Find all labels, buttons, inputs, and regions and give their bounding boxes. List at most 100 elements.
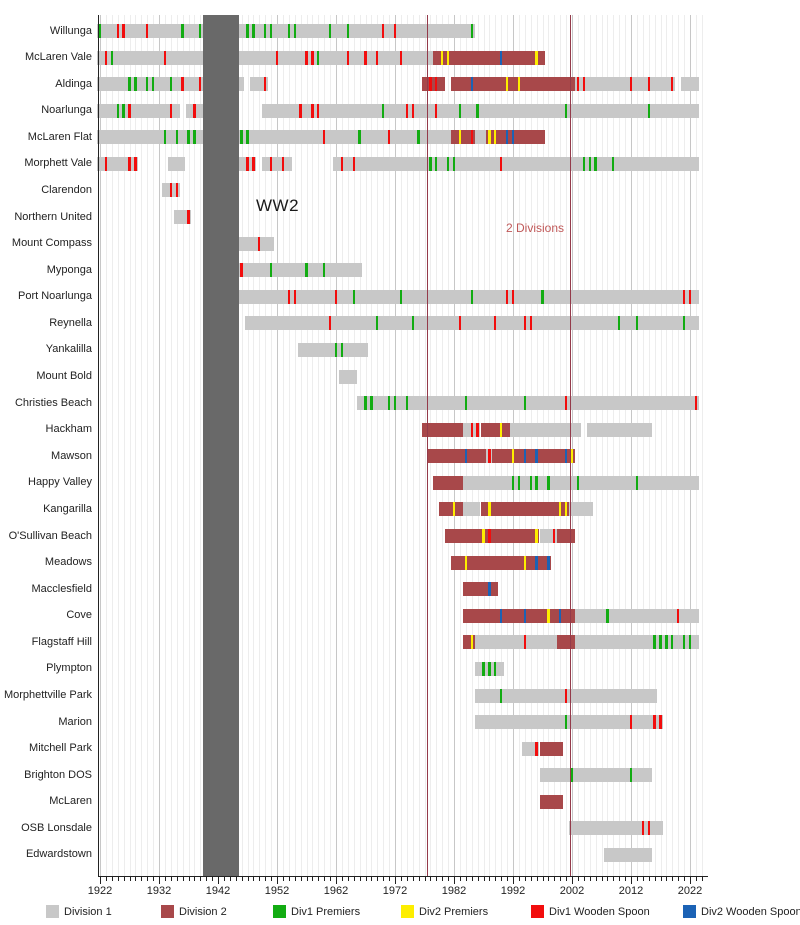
grid-line-year — [418, 15, 420, 876]
x-axis-minor-tick — [212, 877, 214, 881]
x-axis-minor-tick — [583, 877, 585, 881]
grid-line-decade — [395, 15, 396, 876]
grid-line-year — [625, 15, 627, 876]
division1-bar — [297, 342, 369, 357]
ww2-label: WW2 — [256, 196, 300, 215]
event-tick-p1 — [582, 156, 585, 171]
x-axis-tick-label: 2022 — [677, 885, 703, 897]
club-row-label: Morphettville Park — [3, 689, 92, 701]
grid-line-year — [589, 15, 591, 876]
event-tick-w2 — [470, 77, 473, 92]
grid-line-year — [471, 15, 473, 876]
x-axis-major-tick — [218, 877, 219, 884]
event-tick-w1 — [146, 24, 149, 38]
x-axis-minor-tick — [554, 877, 556, 881]
event-tick-p2 — [500, 422, 503, 437]
event-tick-p1 — [323, 263, 326, 278]
event-tick-w1 — [470, 130, 473, 145]
event-tick-w1 — [387, 130, 391, 145]
x-axis-minor-tick — [524, 877, 526, 881]
event-tick-p2 — [523, 555, 526, 570]
grid-line-year — [613, 15, 615, 876]
event-tick-p1 — [594, 156, 597, 171]
event-tick-p1 — [629, 768, 633, 783]
event-tick-w1 — [682, 289, 686, 304]
division1-bar — [604, 847, 652, 862]
event-tick-p2 — [511, 449, 515, 464]
x-axis-minor-tick — [359, 877, 361, 881]
event-tick-p1 — [334, 342, 338, 357]
event-tick-w1 — [311, 50, 314, 65]
grid-line-year — [654, 15, 656, 876]
event-tick-w1 — [323, 130, 326, 145]
event-tick-p2 — [564, 502, 568, 517]
event-tick-p1 — [151, 77, 155, 92]
x-axis-minor-tick — [577, 877, 579, 881]
event-tick-p1 — [387, 396, 391, 411]
event-tick-p1 — [564, 715, 568, 730]
x-axis-minor-tick — [347, 877, 349, 881]
grid-line-year — [560, 15, 562, 876]
division1-bar — [521, 741, 540, 756]
event-tick-w1 — [470, 422, 473, 437]
x-axis-minor-tick — [153, 877, 155, 881]
x-axis-major-tick — [336, 877, 337, 884]
x-axis-minor-tick — [613, 877, 615, 881]
event-tick-p1 — [358, 130, 361, 145]
grid-line-year — [672, 15, 674, 876]
club-row-label: Reynella — [49, 316, 92, 329]
x-axis-minor-tick — [324, 877, 326, 881]
club-row-label: Macclesfield — [31, 582, 92, 595]
grid-line-year — [548, 15, 550, 876]
event-tick-w2 — [511, 130, 515, 145]
event-tick-w1 — [564, 396, 568, 411]
grid-line-year — [607, 15, 609, 876]
event-tick-w1 — [476, 422, 479, 437]
ww2-band — [203, 15, 239, 876]
grid-line-year — [619, 15, 621, 876]
event-tick-w1 — [629, 77, 633, 92]
event-tick-p1 — [246, 24, 249, 38]
club-row-label: Meadows — [44, 556, 92, 569]
grid-line-year — [477, 15, 479, 876]
grid-line-year — [442, 15, 444, 876]
event-tick-p1 — [364, 396, 367, 411]
event-tick-p1 — [635, 316, 639, 331]
grid-line-year — [583, 15, 585, 876]
event-tick-w1 — [352, 156, 355, 171]
event-tick-p1 — [494, 661, 497, 676]
x-axis-major-tick — [631, 877, 632, 884]
event-tick-p1 — [429, 156, 432, 171]
event-tick-p1 — [665, 635, 668, 650]
x-axis-minor-tick — [330, 877, 332, 881]
grid-line-year — [660, 15, 662, 876]
grid-line-year — [377, 15, 379, 876]
event-tick-w1 — [258, 236, 261, 251]
grid-line-year — [383, 15, 385, 876]
event-tick-p1 — [317, 50, 320, 65]
event-tick-p1 — [517, 475, 521, 490]
x-axis-minor-tick — [595, 877, 597, 881]
event-tick-w1 — [458, 316, 462, 331]
grid-line-year — [288, 15, 290, 876]
event-tick-w1 — [647, 77, 650, 92]
x-axis-minor-tick — [383, 877, 385, 881]
grid-line-year — [341, 15, 343, 876]
grid-line-year — [147, 15, 149, 876]
event-tick-p1 — [293, 24, 296, 38]
event-tick-p1 — [476, 103, 479, 118]
event-tick-w1 — [240, 263, 243, 278]
x-axis-minor-tick — [200, 877, 202, 881]
club-row-label: McLaren Flat — [27, 130, 92, 143]
x-axis-tick-label: 2012 — [618, 885, 644, 897]
event-tick-w1 — [564, 688, 568, 703]
x-axis-minor-tick — [389, 877, 391, 881]
event-tick-p1 — [612, 156, 615, 171]
event-tick-p1 — [635, 475, 639, 490]
event-tick-p1 — [382, 103, 385, 118]
x-axis-minor-tick — [223, 877, 225, 881]
event-tick-w1 — [677, 608, 680, 623]
event-tick-p1 — [346, 24, 349, 38]
